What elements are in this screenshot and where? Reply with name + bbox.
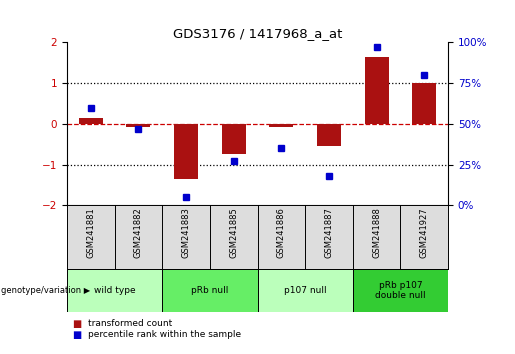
Text: genotype/variation ▶: genotype/variation ▶	[1, 286, 90, 295]
Bar	[365, 57, 388, 124]
Bar	[162, 269, 258, 312]
Bar	[127, 124, 150, 127]
Text: GSM241886: GSM241886	[277, 207, 286, 258]
Text: GSM241882: GSM241882	[134, 207, 143, 258]
Text: GSM241885: GSM241885	[229, 207, 238, 258]
Text: ■: ■	[72, 330, 81, 339]
Text: transformed count: transformed count	[88, 319, 172, 329]
Text: ■: ■	[72, 319, 81, 329]
Text: GSM241927: GSM241927	[420, 207, 428, 258]
Text: GSM241883: GSM241883	[182, 207, 191, 258]
Text: GSM241887: GSM241887	[324, 207, 333, 258]
Bar	[79, 118, 102, 124]
Bar	[413, 83, 436, 124]
Bar	[353, 269, 448, 312]
Bar	[67, 269, 162, 312]
Bar	[174, 124, 198, 179]
Text: pRb p107
double null: pRb p107 double null	[375, 281, 426, 300]
Text: pRb null: pRb null	[191, 286, 229, 295]
Text: GSM241881: GSM241881	[87, 207, 95, 258]
Text: GSM241888: GSM241888	[372, 207, 381, 258]
Bar	[222, 124, 246, 154]
Bar	[258, 269, 353, 312]
Title: GDS3176 / 1417968_a_at: GDS3176 / 1417968_a_at	[173, 27, 342, 40]
Text: wild type: wild type	[94, 286, 135, 295]
Text: p107 null: p107 null	[284, 286, 327, 295]
Bar	[269, 124, 293, 127]
Bar	[317, 124, 341, 146]
Text: percentile rank within the sample: percentile rank within the sample	[88, 330, 241, 339]
